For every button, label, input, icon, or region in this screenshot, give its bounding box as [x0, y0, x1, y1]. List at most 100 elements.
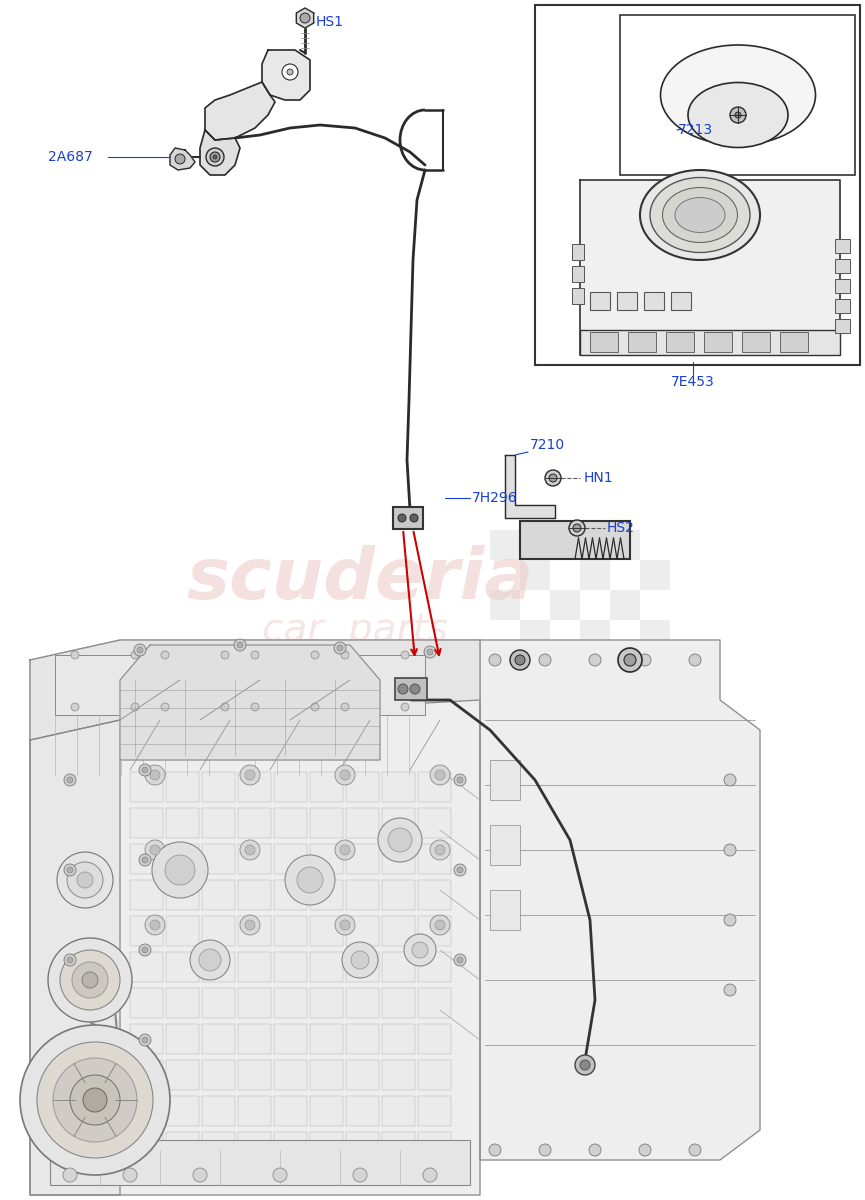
Circle shape [67, 866, 73, 874]
Circle shape [64, 954, 76, 966]
Circle shape [545, 470, 561, 486]
Circle shape [398, 514, 406, 522]
Circle shape [340, 845, 350, 854]
Circle shape [427, 649, 433, 655]
Polygon shape [580, 180, 840, 355]
Circle shape [273, 1168, 287, 1182]
Circle shape [337, 646, 343, 650]
Bar [617, 292, 637, 310]
Circle shape [378, 818, 422, 862]
Circle shape [457, 958, 463, 962]
Bar [418, 844, 451, 874]
Circle shape [145, 766, 165, 785]
Polygon shape [30, 720, 120, 1195]
Bar [255, 655, 425, 715]
Bar [490, 890, 520, 930]
Circle shape [142, 857, 148, 863]
Bar [572, 266, 584, 282]
Bar [202, 916, 235, 946]
Circle shape [199, 949, 221, 971]
Circle shape [454, 954, 466, 966]
Circle shape [341, 650, 349, 659]
Bar [490, 590, 520, 620]
Bar [130, 772, 163, 802]
Circle shape [639, 654, 651, 666]
Bar [835, 259, 850, 272]
Bar [418, 808, 451, 838]
Bar [238, 1060, 271, 1090]
Bar [835, 239, 850, 253]
Circle shape [510, 650, 530, 670]
Bar [238, 952, 271, 982]
Bar [393, 506, 423, 529]
Circle shape [251, 703, 259, 710]
Circle shape [53, 1058, 137, 1142]
Circle shape [175, 154, 185, 164]
Circle shape [213, 155, 217, 158]
Circle shape [297, 866, 323, 893]
Bar [742, 332, 770, 352]
Bar [580, 560, 610, 590]
Circle shape [193, 1168, 207, 1182]
Text: HS1: HS1 [316, 14, 344, 29]
Bar [835, 278, 850, 293]
Text: 7E453: 7E453 [671, 374, 714, 389]
Circle shape [430, 766, 450, 785]
Text: 7213: 7213 [678, 122, 713, 137]
Bar [310, 988, 343, 1018]
Circle shape [412, 942, 428, 958]
Bar [671, 292, 691, 310]
Bar [238, 916, 271, 946]
Circle shape [210, 152, 220, 162]
Bar [274, 1096, 307, 1126]
Bar [550, 650, 580, 680]
Text: car  parts: car parts [262, 611, 448, 649]
Bar [166, 988, 199, 1018]
Bar [238, 844, 271, 874]
Bar [202, 808, 235, 838]
Bar [346, 952, 379, 982]
Bar [166, 1024, 199, 1054]
Circle shape [20, 1025, 170, 1175]
Circle shape [689, 654, 701, 666]
Bar [166, 880, 199, 910]
Text: 7H296: 7H296 [472, 491, 517, 505]
Bar [382, 1060, 415, 1090]
Circle shape [150, 920, 160, 930]
Circle shape [82, 972, 98, 988]
Circle shape [549, 474, 557, 482]
Circle shape [251, 650, 259, 659]
Bar [130, 1096, 163, 1126]
Circle shape [335, 766, 355, 785]
Circle shape [152, 842, 208, 898]
Circle shape [569, 520, 585, 536]
Bar [418, 1132, 451, 1162]
Circle shape [435, 770, 445, 780]
Polygon shape [30, 640, 480, 740]
Bar [704, 332, 732, 352]
Circle shape [240, 840, 260, 860]
Circle shape [735, 112, 741, 118]
Circle shape [134, 644, 146, 656]
Text: 7210: 7210 [530, 438, 565, 452]
Circle shape [724, 914, 736, 926]
Bar [346, 844, 379, 874]
Bar [130, 916, 163, 946]
Circle shape [190, 940, 230, 980]
Bar [310, 808, 343, 838]
Circle shape [150, 770, 160, 780]
Circle shape [150, 845, 160, 854]
Text: 2A687: 2A687 [48, 150, 93, 164]
Bar [550, 530, 580, 560]
Circle shape [139, 1034, 151, 1046]
Circle shape [72, 962, 108, 998]
Circle shape [57, 852, 113, 908]
Bar [418, 880, 451, 910]
Ellipse shape [661, 44, 816, 145]
Bar [418, 988, 451, 1018]
Circle shape [234, 638, 246, 650]
Circle shape [139, 944, 151, 956]
Bar [382, 916, 415, 946]
Bar [166, 952, 199, 982]
Circle shape [335, 914, 355, 935]
